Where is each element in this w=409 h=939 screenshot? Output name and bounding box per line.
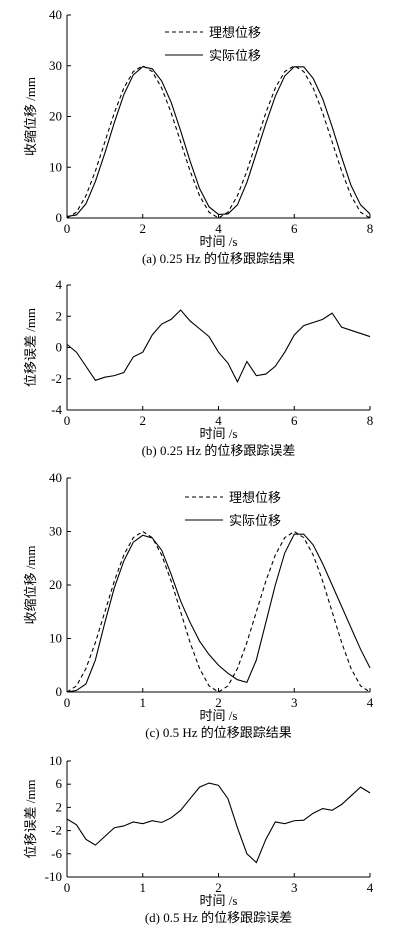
y-tick-label: -2: [51, 823, 62, 838]
x-tick-label: 0: [64, 221, 71, 236]
chart-caption: (d) 0.5 Hz 的位移跟踪误差: [145, 910, 292, 925]
chart-caption: (a) 0.25 Hz 的位移跟踪结果: [142, 251, 295, 266]
data-line: [66, 530, 371, 693]
data-line: [66, 782, 371, 864]
y-tick-label: 10: [49, 753, 62, 768]
x-tick-label: 4: [367, 695, 374, 710]
x-tick-label: 0: [64, 413, 71, 428]
y-tick-label: -4: [51, 402, 62, 417]
x-tick-label: 1: [140, 695, 147, 710]
x-tick-label: 2: [140, 221, 147, 236]
x-tick-label: 8: [367, 413, 374, 428]
y-tick-label: -10: [45, 869, 62, 884]
y-tick-label: 0: [56, 210, 63, 225]
x-tick-label: 2: [140, 413, 147, 428]
legend-label: 理想位移: [209, 25, 261, 40]
y-tick-label: 30: [49, 58, 62, 73]
x-axis-label: 时间 /s: [200, 426, 238, 441]
x-tick-label: 0: [64, 695, 71, 710]
y-tick-label: 40: [49, 470, 62, 485]
x-axis-label: 时间 /s: [200, 708, 238, 723]
x-tick-label: 4: [367, 880, 374, 895]
y-axis-label: 收缩位移 /mm: [23, 545, 38, 624]
y-tick-label: -2: [51, 371, 62, 386]
data-line: [66, 309, 371, 384]
y-tick-label: -6: [51, 846, 62, 861]
y-tick-label: 6: [56, 776, 63, 791]
y-tick-label: 10: [49, 631, 62, 646]
y-tick-label: 2: [56, 799, 63, 814]
data-line: [66, 533, 371, 693]
x-axis-label: 时间 /s: [200, 893, 238, 908]
y-tick-label: 10: [49, 159, 62, 174]
x-tick-label: 2: [215, 880, 222, 895]
y-tick-label: 2: [56, 308, 63, 323]
x-tick-label: 8: [367, 221, 374, 236]
x-tick-label: 3: [291, 695, 298, 710]
x-tick-label: 3: [291, 880, 298, 895]
x-axis-label: 时间 /s: [200, 234, 238, 249]
y-axis-label: 收缩位移 /mm: [23, 77, 38, 156]
y-tick-label: 0: [56, 340, 63, 355]
legend-label: 理想位移: [229, 490, 281, 505]
x-tick-label: 6: [291, 221, 298, 236]
y-tick-label: 20: [49, 109, 62, 124]
legend-label: 实际位移: [229, 513, 281, 528]
y-tick-label: 20: [49, 577, 62, 592]
x-tick-label: 6: [291, 413, 298, 428]
y-tick-label: 0: [56, 684, 63, 699]
chart-caption: (c) 0.5 Hz 的位移跟踪结果: [145, 725, 292, 740]
y-axis-label: 位移误差 /mm: [23, 308, 38, 387]
x-tick-label: 1: [140, 880, 147, 895]
chart-caption: (b) 0.25 Hz 的位移跟踪误差: [142, 443, 296, 458]
x-tick-label: 2: [215, 695, 222, 710]
y-axis-label: 位移误差 /mm: [23, 779, 38, 858]
x-tick-label: 4: [215, 413, 222, 428]
y-tick-label: 30: [49, 524, 62, 539]
data-line: [66, 66, 371, 218]
x-tick-label: 0: [64, 880, 71, 895]
legend-label: 实际位移: [209, 48, 261, 63]
data-line: [66, 65, 371, 219]
x-tick-label: 4: [215, 221, 222, 236]
y-tick-label: 4: [56, 277, 63, 292]
y-tick-label: 40: [49, 7, 62, 22]
